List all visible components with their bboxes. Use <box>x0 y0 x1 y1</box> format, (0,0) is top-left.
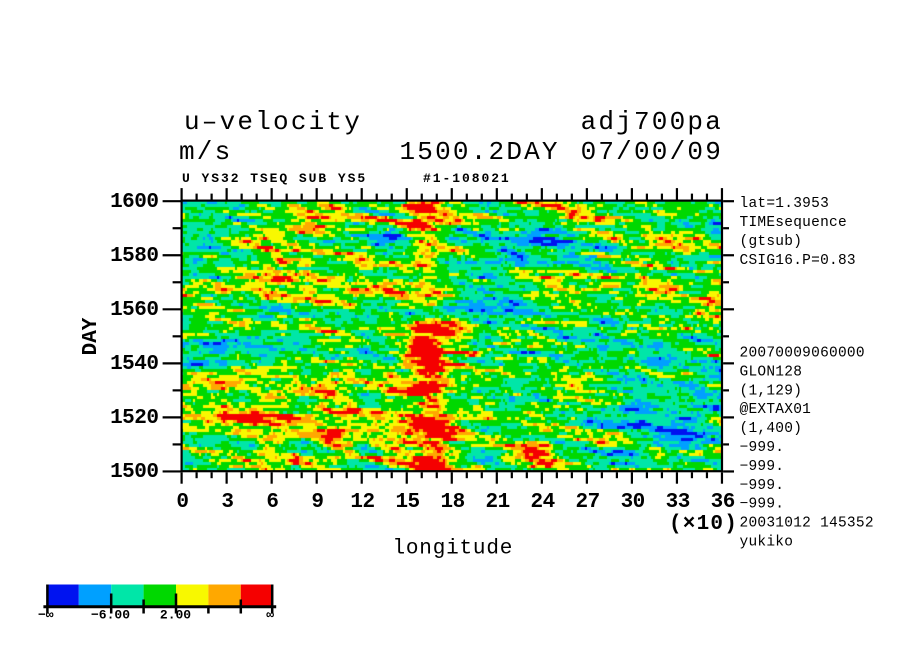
svg-text:20070009060000: 20070009060000 <box>740 346 865 362</box>
svg-text:u–velocity: u–velocity <box>184 107 362 137</box>
svg-text:1580: 1580 <box>110 245 158 268</box>
svg-text:15: 15 <box>395 491 419 514</box>
svg-text:−∞: −∞ <box>38 608 54 623</box>
svg-text:27: 27 <box>576 491 600 514</box>
svg-text:−999.: −999. <box>740 459 785 475</box>
svg-text:1560: 1560 <box>110 299 158 322</box>
svg-text:12: 12 <box>350 491 374 514</box>
svg-text:33: 33 <box>666 491 690 514</box>
svg-text:lat=1.3953: lat=1.3953 <box>740 196 830 212</box>
svg-text:1500: 1500 <box>110 461 158 484</box>
svg-text:U YS32 TSEQ SUB YS5: U YS32 TSEQ SUB YS5 <box>182 171 367 186</box>
svg-text:1500.2DAY: 1500.2DAY <box>400 137 560 167</box>
svg-text:9: 9 <box>311 491 323 514</box>
svg-text:20031012 145352: 20031012 145352 <box>740 516 874 532</box>
svg-text:yukiko: yukiko <box>740 535 794 551</box>
svg-text:1520: 1520 <box>110 407 158 430</box>
svg-text:3: 3 <box>221 491 233 514</box>
svg-text:longitude: longitude <box>393 538 514 561</box>
svg-text:−999.: −999. <box>740 478 785 494</box>
svg-text:(gtsub): (gtsub) <box>740 234 803 250</box>
svg-text:1540: 1540 <box>110 353 158 376</box>
svg-text:TIMEsequence: TIMEsequence <box>740 215 847 231</box>
svg-text:2.00: 2.00 <box>160 608 191 623</box>
svg-text:DAY: DAY <box>80 317 103 355</box>
svg-text:−999.: −999. <box>740 440 785 456</box>
svg-text:1600: 1600 <box>110 191 158 214</box>
svg-text:0: 0 <box>176 491 188 514</box>
svg-text:18: 18 <box>440 491 464 514</box>
svg-text:6: 6 <box>266 491 278 514</box>
svg-text:(1,129): (1,129) <box>740 383 803 399</box>
svg-text:adj700pa: adj700pa <box>581 107 723 137</box>
svg-text:21: 21 <box>486 491 510 514</box>
svg-text:#1-108021: #1-108021 <box>423 171 511 186</box>
svg-text:CSIG16.P=0.83: CSIG16.P=0.83 <box>740 253 856 269</box>
svg-text:−999.: −999. <box>740 497 785 513</box>
svg-text:(×10): (×10) <box>669 513 738 536</box>
svg-text:@EXTAX01: @EXTAX01 <box>740 402 812 418</box>
svg-text:30: 30 <box>621 491 645 514</box>
svg-text:GLON128: GLON128 <box>740 364 803 380</box>
svg-text:(1,400): (1,400) <box>740 421 803 437</box>
svg-text:36: 36 <box>711 491 735 514</box>
svg-text:24: 24 <box>531 491 555 514</box>
svg-text:∞: ∞ <box>266 608 274 623</box>
svg-text:−6.00: −6.00 <box>91 608 130 623</box>
svg-text:07/00/09: 07/00/09 <box>581 137 723 167</box>
svg-text:m/s: m/s <box>179 137 232 167</box>
